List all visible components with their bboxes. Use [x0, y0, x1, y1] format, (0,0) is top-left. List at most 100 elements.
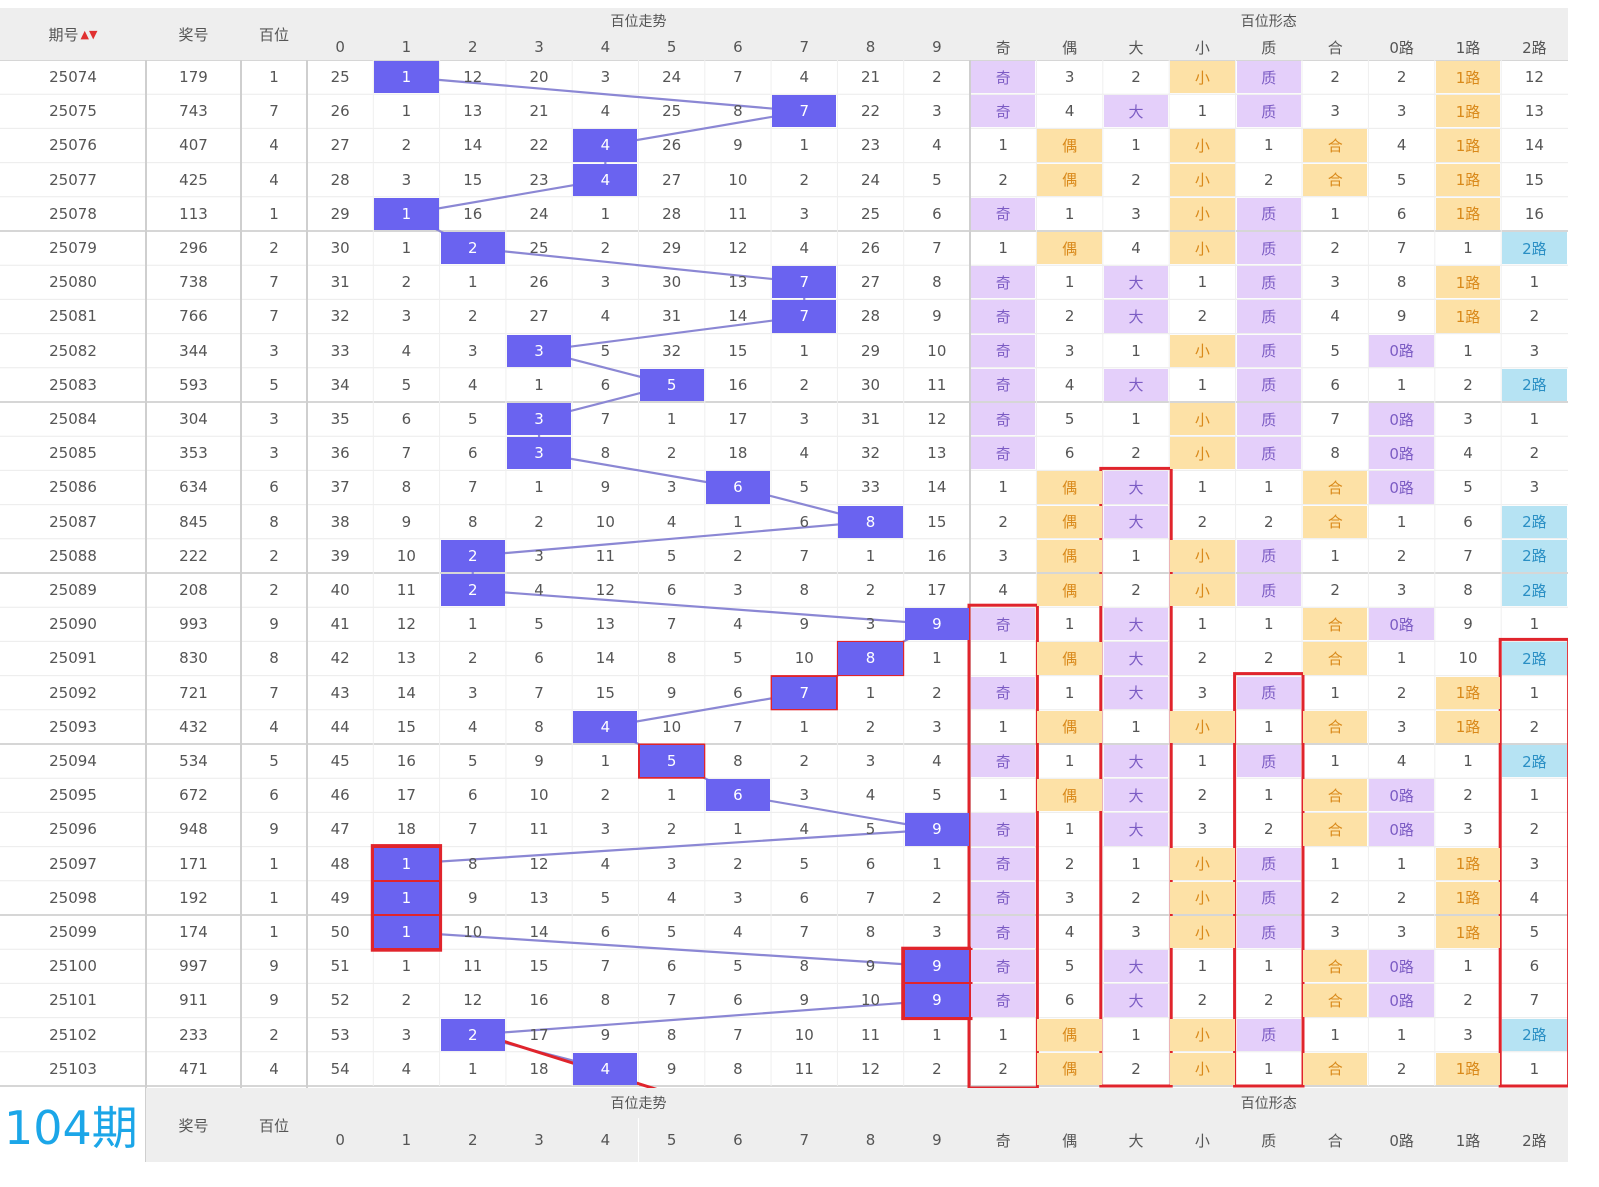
award-cell: 997: [179, 957, 208, 976]
form-mark: 2路: [1502, 642, 1567, 675]
form-cell: 2: [1197, 512, 1208, 531]
trend-miss-cell: 3: [467, 683, 478, 702]
form-header: 小: [1169, 34, 1236, 60]
trend-miss-cell: 16: [927, 546, 947, 565]
trend-miss-cell: 1: [932, 1025, 942, 1044]
trend-miss-cell: 28: [860, 307, 881, 326]
trend-miss-cell: 31: [662, 307, 682, 326]
trend-miss-cell: 8: [799, 581, 810, 600]
trend-miss-cell: 10: [860, 991, 881, 1010]
trend-miss-cell: 13: [728, 273, 748, 292]
trend-miss-cell: 3: [932, 717, 942, 736]
form-mark: 1路: [1435, 676, 1501, 709]
form-mark: 0路: [1369, 950, 1434, 983]
award-cell: 593: [179, 375, 208, 394]
issue-cell: 25080: [49, 273, 97, 292]
form-cell: 1: [1330, 546, 1340, 565]
form-mark: 偶: [1037, 574, 1102, 607]
issue-cell: 25095: [49, 786, 97, 805]
trend-miss-cell: 6: [600, 923, 611, 942]
form-cell: 1: [1197, 615, 1208, 634]
trend-miss-cell: 2: [932, 68, 942, 87]
award-cell: 634: [179, 478, 208, 497]
form-cell: 3: [1330, 102, 1340, 121]
trend-miss-cell: 4: [932, 752, 942, 771]
hundreds-cell: 1: [269, 923, 279, 942]
form-cell: 1: [1396, 854, 1407, 873]
trend-miss-cell: 15: [529, 957, 549, 976]
form-mark: 质: [1236, 61, 1301, 94]
award-cell: 830: [179, 649, 208, 668]
trend-miss-cell: 27: [662, 170, 682, 189]
hundreds-cell: 6: [269, 478, 279, 497]
hundreds-cell: 3: [269, 444, 279, 463]
digit-footer: 3: [505, 1118, 573, 1162]
form-footer: 奇: [970, 1118, 1037, 1162]
form-mark: 小: [1170, 881, 1235, 914]
form-mark: 0路: [1369, 608, 1434, 641]
trend-miss-cell: 6: [666, 581, 677, 600]
trend-miss-cell: 33: [330, 341, 350, 360]
trend-miss-cell: 7: [666, 991, 677, 1010]
trend-miss-cell: 1: [600, 204, 611, 223]
form-cell: 1: [1529, 615, 1540, 634]
form-cell: 2: [1264, 649, 1274, 668]
trend-miss-cell: 47: [330, 820, 350, 839]
form-cell: 1: [998, 136, 1008, 155]
trend-miss-cell: 13: [927, 444, 947, 463]
sort-icon[interactable]: ▲▼: [80, 27, 98, 41]
form-cell: 1: [1131, 1025, 1141, 1044]
form-mark: 0路: [1369, 813, 1434, 846]
hundreds-ball: 9: [904, 950, 969, 983]
issue-cell: 25094: [49, 752, 97, 771]
trend-miss-cell: 8: [733, 1059, 743, 1078]
trend-miss-cell: 10: [728, 170, 748, 189]
trend-miss-cell: 13: [463, 102, 483, 121]
trend-miss-cell: 9: [865, 957, 876, 976]
award-cell: 113: [179, 204, 208, 223]
trend-miss-cell: 5: [600, 341, 611, 360]
trend-group-title: 百位走势: [307, 8, 970, 34]
trend-miss-cell: 7: [733, 68, 743, 87]
trend-miss-cell: 1: [865, 683, 876, 702]
form-mark: 质: [1236, 916, 1301, 949]
hundreds-ball: 6: [705, 471, 771, 504]
form-mark: 质: [1236, 232, 1301, 265]
form-cell: 1: [1463, 239, 1473, 258]
form-cell: 3: [1330, 273, 1340, 292]
trend-miss-cell: 8: [600, 444, 611, 463]
highlight-box: [370, 844, 443, 952]
form-mark: 质: [1236, 574, 1301, 607]
digit-footer: 5: [638, 1118, 705, 1162]
hundreds-cell: 4: [269, 136, 279, 155]
form-cell: 1: [1264, 957, 1274, 976]
trend-miss-cell: 15: [463, 170, 483, 189]
trend-miss-cell: 7: [666, 615, 677, 634]
trend-miss-cell: 3: [401, 1025, 412, 1044]
trend-miss-cell: 5: [733, 957, 743, 976]
form-mark: 2路: [1502, 1018, 1567, 1051]
form-mark: 奇: [971, 403, 1036, 436]
form-mark: 合: [1303, 779, 1368, 812]
trend-miss-cell: 5: [600, 888, 611, 907]
form-cell: 6: [1396, 204, 1407, 223]
form-cell: 2: [1197, 307, 1208, 326]
form-cell: 2: [998, 170, 1008, 189]
form-mark: 大: [1103, 368, 1169, 401]
trend-miss-cell: 12: [463, 991, 483, 1010]
trend-miss-cell: 24: [860, 170, 881, 189]
trend-miss-cell: 4: [799, 820, 810, 839]
trend-miss-cell: 4: [799, 239, 810, 258]
award-cell: 948: [179, 820, 208, 839]
form-mark: 2路: [1502, 368, 1567, 401]
form-cell: 1: [1529, 410, 1540, 429]
trend-miss-cell: 9: [799, 991, 810, 1010]
trend-miss-cell: 1: [600, 752, 611, 771]
trend-miss-cell: 11: [860, 1025, 881, 1044]
form-header: 0路: [1368, 34, 1435, 60]
form-cell: 2: [1131, 888, 1141, 907]
trend-miss-cell: 20: [529, 68, 549, 87]
form-cell: 2: [1330, 68, 1340, 87]
trend-miss-cell: 6: [733, 991, 743, 1010]
trend-miss-cell: 3: [799, 786, 810, 805]
